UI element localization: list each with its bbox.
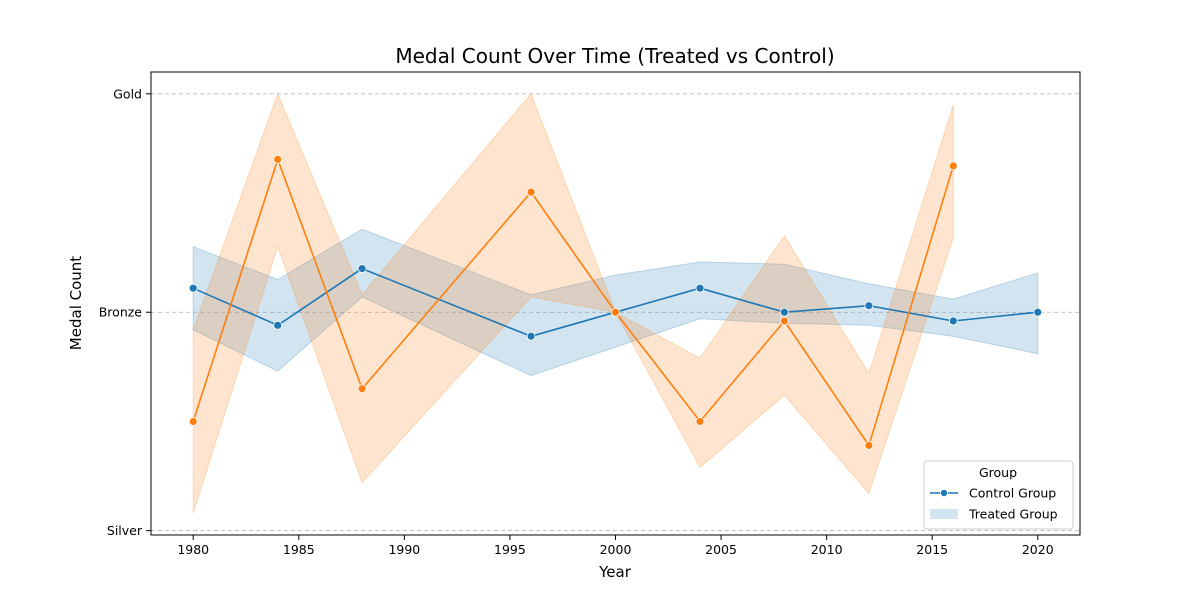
point-treated-group [526, 187, 536, 197]
line-control-group [192, 267, 1038, 338]
point-control-group [273, 320, 283, 330]
point-control-group [948, 316, 958, 326]
point-control-group [357, 264, 367, 273]
point-control-group [188, 283, 198, 293]
point-treated-group [780, 316, 789, 326]
band-treated-group [192, 92, 954, 514]
legend-title: Group [979, 465, 1017, 480]
legend-label-control-group: Control Group [969, 486, 1056, 501]
point-control-group [695, 283, 705, 293]
point-treated-group [611, 307, 620, 317]
y-tick-label: Gold [113, 86, 142, 101]
x-tick-label: 2010 [811, 542, 843, 557]
point-treated-group [695, 417, 705, 426]
x-tick-label: 2005 [705, 542, 737, 557]
point-treated-group [188, 417, 198, 426]
x-tick-label: 1980 [177, 542, 209, 557]
legend-patch-treated-group [930, 509, 958, 519]
x-tick-label: 1990 [388, 542, 420, 557]
x-tick-label: 2020 [1022, 542, 1054, 557]
x-tick-label: 2015 [916, 542, 948, 557]
y-axis-ticks: Silver Bronze Gold [99, 86, 151, 538]
x-tick-label: 2000 [600, 542, 632, 557]
x-axis-label: Year [598, 563, 632, 581]
y-axis-label: Medal Count [67, 256, 85, 350]
legend-box [923, 460, 1074, 530]
series-points [188, 154, 1043, 450]
point-treated-group [948, 161, 958, 171]
point-control-group [864, 301, 874, 311]
point-treated-group [864, 441, 874, 450]
chart-title: Medal Count Over Time (Treated vs Contro… [395, 44, 834, 68]
point-treated-group [273, 154, 283, 164]
legend-marker-control-group [940, 488, 949, 497]
confidence-bands [192, 92, 1039, 514]
y-tick-label: Bronze [99, 305, 143, 320]
point-control-group [780, 307, 789, 317]
point-control-group [526, 331, 536, 341]
y-tick-label: Silver [107, 523, 143, 538]
x-axis-ticks: 1980 1985 1990 1995 2000 2005 2010 2015 2020 [177, 535, 1054, 557]
point-treated-group [357, 384, 367, 394]
legend-label-treated-group: Treated Group [968, 507, 1058, 522]
legend: Group Control Group Treated Group [923, 460, 1074, 530]
point-control-group [1033, 307, 1043, 317]
x-tick-label: 1995 [494, 542, 526, 557]
x-tick-label: 1985 [283, 542, 315, 557]
